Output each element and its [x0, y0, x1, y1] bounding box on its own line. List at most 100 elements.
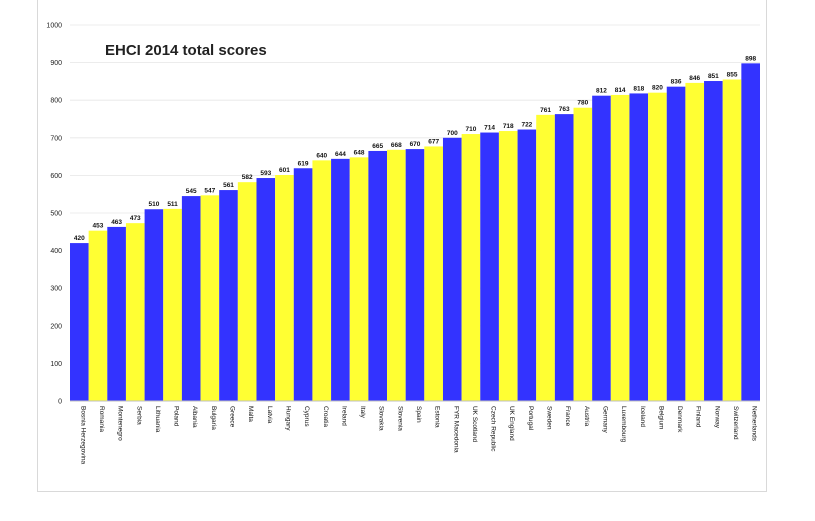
y-tick-label: 900 — [50, 60, 62, 67]
x-tick-label: Greece — [229, 406, 236, 428]
bar — [387, 149, 406, 401]
bars — [70, 63, 760, 402]
bar — [442, 137, 462, 402]
data-label: 593 — [260, 170, 271, 177]
bar — [704, 81, 723, 402]
bar — [88, 230, 108, 401]
bar — [405, 149, 425, 401]
x-tick-label: Latvia — [266, 406, 273, 424]
x-tick-label: Cyprus — [303, 406, 310, 427]
bar — [517, 129, 537, 401]
x-tick-label: Bulgaria — [210, 406, 217, 430]
x-tick-label: Ireland — [340, 406, 347, 426]
y-tick-label: 600 — [50, 173, 62, 180]
y-axis-ticks: 0 100 200 300 400 500 600 700 800 900 1000 — [46, 23, 62, 406]
data-label: 665 — [372, 143, 383, 150]
x-tick-label: Norway — [713, 406, 720, 429]
data-label: 814 — [615, 87, 626, 94]
y-tick-label: 1000 — [46, 23, 62, 30]
x-tick-label: Bosnia Herzegovina — [79, 406, 86, 465]
data-label: 700 — [447, 130, 458, 137]
x-tick-label: Portugal — [527, 406, 534, 431]
data-label: 420 — [74, 235, 85, 242]
x-tick-label: Romania — [98, 406, 105, 432]
bar — [256, 178, 276, 401]
x-tick-label: Sweden — [546, 406, 553, 430]
bar — [592, 95, 611, 402]
y-tick-label: 0 — [58, 399, 62, 406]
data-label: 812 — [596, 88, 607, 95]
data-label: 561 — [223, 182, 234, 189]
bar — [741, 63, 760, 402]
x-tick-label: Albania — [191, 406, 198, 428]
data-label: 761 — [540, 107, 551, 114]
bar — [666, 86, 686, 401]
data-label: 763 — [559, 106, 570, 113]
bar — [610, 94, 630, 401]
bar — [424, 146, 443, 401]
data-label: 855 — [727, 72, 738, 79]
data-label: 640 — [316, 152, 327, 159]
x-tick-label: UK England — [508, 406, 515, 441]
x-tick-label: Spain — [415, 406, 422, 423]
data-label: 619 — [298, 160, 309, 167]
data-label: 511 — [167, 201, 178, 208]
bar — [722, 79, 742, 402]
bar — [219, 190, 238, 401]
x-tick-label: Croatia — [322, 406, 329, 427]
bar — [181, 196, 201, 401]
x-tick-label: Switzerland — [732, 406, 739, 440]
x-tick-label: Iceland — [639, 406, 646, 427]
bar — [331, 158, 350, 401]
data-label: 582 — [242, 174, 253, 181]
bar — [368, 150, 388, 401]
bar — [163, 208, 182, 401]
x-tick-label: Slovakia — [378, 406, 385, 431]
bar — [685, 82, 705, 402]
x-tick-label: Finland — [695, 406, 702, 428]
x-tick-label: Denmark — [676, 406, 683, 433]
data-label: 714 — [484, 125, 495, 132]
bar — [349, 157, 369, 401]
x-tick-label: Italy — [359, 406, 366, 419]
data-label: 836 — [671, 79, 682, 86]
bar — [554, 114, 574, 401]
bar — [144, 209, 164, 401]
bar — [536, 114, 555, 401]
data-label: 846 — [689, 75, 700, 82]
x-tick-label: Poland — [173, 406, 180, 427]
data-label: 677 — [428, 138, 439, 145]
bar — [237, 182, 257, 401]
x-tick-label: Montenegro — [117, 406, 124, 441]
data-label: 453 — [93, 223, 104, 230]
category-labels: Bosnia Herzegovina Romania Montenegro Serbi… — [79, 406, 757, 465]
bar — [275, 175, 294, 401]
data-label: 601 — [279, 167, 290, 174]
chart-title: EHCI 2014 total scores — [105, 42, 267, 59]
data-label: 818 — [633, 85, 644, 92]
bar — [480, 132, 499, 401]
x-tick-label: Czech Republic — [490, 406, 497, 452]
y-tick-label: 700 — [50, 135, 62, 142]
x-tick-label: Germany — [601, 406, 608, 433]
x-tick-label: Slovenia — [396, 406, 403, 431]
x-tick-label: UK Scotland — [471, 406, 478, 443]
value-labels: 420 453 463 473 510 511 545 547 561 582 593 601 619 6… — [74, 55, 757, 242]
x-tick-label: France — [564, 406, 571, 427]
y-tick-label: 300 — [50, 286, 62, 293]
y-tick-label: 500 — [50, 211, 62, 218]
data-label: 851 — [708, 73, 719, 80]
bar — [293, 168, 313, 401]
bar — [629, 93, 649, 401]
y-tick-label: 100 — [50, 361, 62, 368]
x-tick-label: Serbia — [135, 406, 142, 425]
y-tick-label: 800 — [50, 98, 62, 105]
data-label: 820 — [652, 85, 663, 92]
data-label: 668 — [391, 142, 402, 149]
bar — [70, 243, 89, 401]
data-label: 710 — [466, 126, 477, 133]
bar — [107, 226, 126, 401]
x-tick-label: Hungary — [284, 406, 291, 431]
bar — [648, 92, 667, 402]
